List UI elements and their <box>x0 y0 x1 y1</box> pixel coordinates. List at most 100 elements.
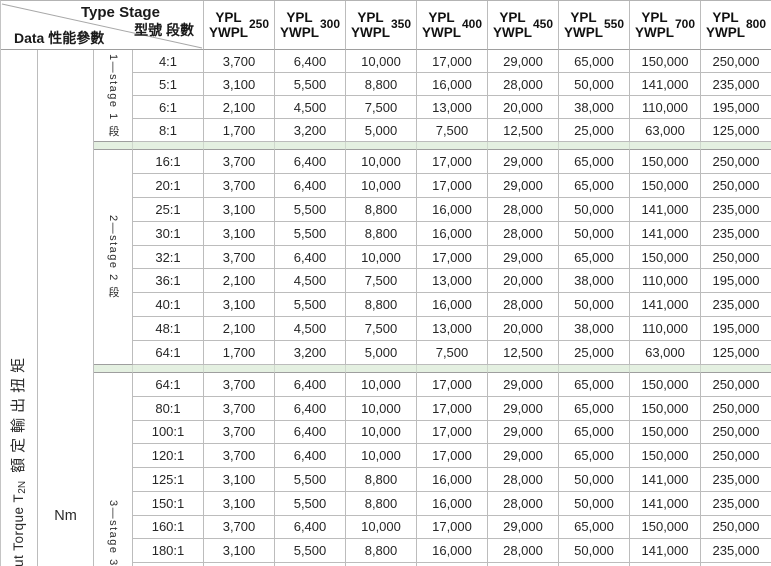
header-type-stage-label: Type Stage <box>81 4 160 21</box>
torque-value: 195,000 <box>712 321 760 337</box>
stage-rows: 16:1 3,700 6,400 10,000 17,000 29,000 65,000 15… <box>133 150 771 366</box>
torque-cell: 10,000 <box>346 150 417 174</box>
torque-value: 29,000 <box>503 249 543 265</box>
model-series-stack: YPL YWPL <box>280 10 319 40</box>
torque-cell: 5,500 <box>275 491 346 516</box>
torque-cell: 3,700 <box>204 373 275 397</box>
torque-cell: 7,500 <box>346 317 417 342</box>
stage-cell: 2—stage 2 段 <box>94 150 133 365</box>
band-segment <box>275 142 346 150</box>
torque-value: 13,000 <box>432 273 472 289</box>
torque-cell: 235,000 <box>701 198 771 222</box>
torque-value: 6,400 <box>293 424 327 440</box>
torque-cell: 29,000 <box>488 396 559 421</box>
torque-value: 235,000 <box>712 495 760 511</box>
torque-value: 3,200 <box>293 345 327 361</box>
ratio-cell: 36:1 <box>133 269 204 294</box>
torque-cell: 235,000 <box>701 539 771 563</box>
torque-value: 17,000 <box>432 153 472 169</box>
ratio-cell: 40:1 <box>133 293 204 318</box>
table-row: 180:1 3,100 5,500 8,800 16,000 28,000 50,000 14… <box>133 539 771 563</box>
stage-group-3: 3—stage 3 段 64:1 3,700 6,400 10,000 17,000 29,… <box>94 373 771 566</box>
torque-cell: 125,000 <box>701 341 771 366</box>
torque-cell: 16,000 <box>417 73 488 96</box>
torque-cell: 150,000 <box>630 173 701 198</box>
table-row: 64:1 3,700 6,400 10,000 17,000 29,000 65,000 15… <box>133 373 771 397</box>
torque-cell: 38,000 <box>559 317 630 342</box>
series-line1: YPL <box>712 10 739 25</box>
torque-value: 2,100 <box>222 99 256 115</box>
torque-value: 150,000 <box>641 448 689 464</box>
torque-value: 150,000 <box>641 249 689 265</box>
frame-size: 450 <box>532 17 554 31</box>
ratio-cell: 30:1 <box>133 221 204 246</box>
stage-rows: 64:1 3,700 6,400 10,000 17,000 29,000 65,000 15… <box>133 373 771 566</box>
header-corner-cell: Type Stage 型號 段數 Data 性能參數 <box>1 1 204 50</box>
torque-value: 3,700 <box>222 448 256 464</box>
torque-cell: 20,000 <box>488 96 559 119</box>
table-row: 40:1 3,100 5,500 8,800 16,000 28,000 50,000 141… <box>133 293 771 318</box>
torque-value: 235,000 <box>712 297 760 313</box>
torque-cell: 5,500 <box>275 539 346 563</box>
band-segment <box>346 142 417 150</box>
torque-value: 17,000 <box>432 177 472 193</box>
torque-value: 50,000 <box>574 495 614 511</box>
torque-cell: 50,000 <box>559 293 630 318</box>
torque-cell: 17,000 <box>417 444 488 468</box>
torque-value: 16,000 <box>432 543 472 559</box>
torque-value: 50,000 <box>574 201 614 217</box>
ratio-value: 8:1 <box>158 122 178 138</box>
stage-group-2: 2—stage 2 段 16:1 3,700 6,400 10,000 17,000 29,… <box>94 150 771 366</box>
torque-label-zh: 額定輸出扭矩 <box>10 352 27 473</box>
stage-separator-band <box>94 142 771 150</box>
torque-cell: 250,000 <box>701 444 771 468</box>
torque-value: 16,000 <box>432 471 472 487</box>
ratio-cell: 5:1 <box>133 73 204 96</box>
ratio-value: 80:1 <box>155 400 181 416</box>
torque-value: 25,000 <box>574 345 614 361</box>
torque-cell: 3,100 <box>204 293 275 318</box>
torque-value: 65,000 <box>574 448 614 464</box>
torque-cell: 10,000 <box>346 50 417 73</box>
torque-value: 3,100 <box>222 471 256 487</box>
torque-cell: 7,500 <box>346 96 417 119</box>
column-header-550: YPL YWPL 550 <box>559 1 630 50</box>
torque-cell: 3,700 <box>204 515 275 540</box>
stage-label: 3—stage 3 段 <box>107 500 119 566</box>
torque-cell: 50,000 <box>559 197 630 222</box>
torque-cell: 150,000 <box>630 515 701 540</box>
torque-value: 141,000 <box>641 76 689 92</box>
torque-cell: 235,000 <box>701 468 771 492</box>
torque-value: 3,100 <box>222 495 256 511</box>
torque-cell: 29,000 <box>488 150 559 174</box>
torque-cell: 5,500 <box>275 293 346 318</box>
ratio-cell <box>133 563 204 566</box>
model-series-stack: YPL YWPL <box>564 10 603 40</box>
stage-group-1: 1—stage 1 段 4:1 3,700 6,400 10,000 17,000 29,0… <box>94 50 771 142</box>
torque-value: 6,400 <box>293 153 327 169</box>
torque-value: 4,500 <box>293 321 327 337</box>
stage-rows: 4:1 3,700 6,400 10,000 17,000 29,000 65,000 150… <box>133 50 771 142</box>
ratio-cell: 125:1 <box>133 468 204 492</box>
table-row: 20:1 3,700 6,400 10,000 17,000 29,000 65,000 15… <box>133 173 771 198</box>
torque-label-column: ut Torque T2N 額定輸出扭矩 <box>1 50 38 566</box>
torque-value: 16,000 <box>432 201 472 217</box>
torque-value: 28,000 <box>503 297 543 313</box>
series-line1: YPL <box>428 10 455 25</box>
torque-cell: 195,000 <box>701 96 771 119</box>
torque-value: 6,400 <box>293 249 327 265</box>
torque-cell: 17,000 <box>417 50 488 73</box>
torque-value: 28,000 <box>503 543 543 559</box>
torque-cell: 250,000 <box>701 150 771 174</box>
column-header-250: YPL YWPL 250 <box>204 1 275 50</box>
torque-cell: 28,000 <box>488 293 559 318</box>
header-data-label: Data 性能參數 <box>14 30 105 46</box>
torque-value: 150,000 <box>641 53 689 69</box>
torque-cell: 250,000 <box>701 421 771 445</box>
torque-value: 150,000 <box>641 519 689 535</box>
series-line1: YPL <box>357 10 384 25</box>
torque-value: 17,000 <box>432 400 472 416</box>
torque-value: 3,100 <box>222 225 256 241</box>
torque-value: 16,000 <box>432 297 472 313</box>
stage-cell: 3—stage 3 段 <box>94 373 133 566</box>
